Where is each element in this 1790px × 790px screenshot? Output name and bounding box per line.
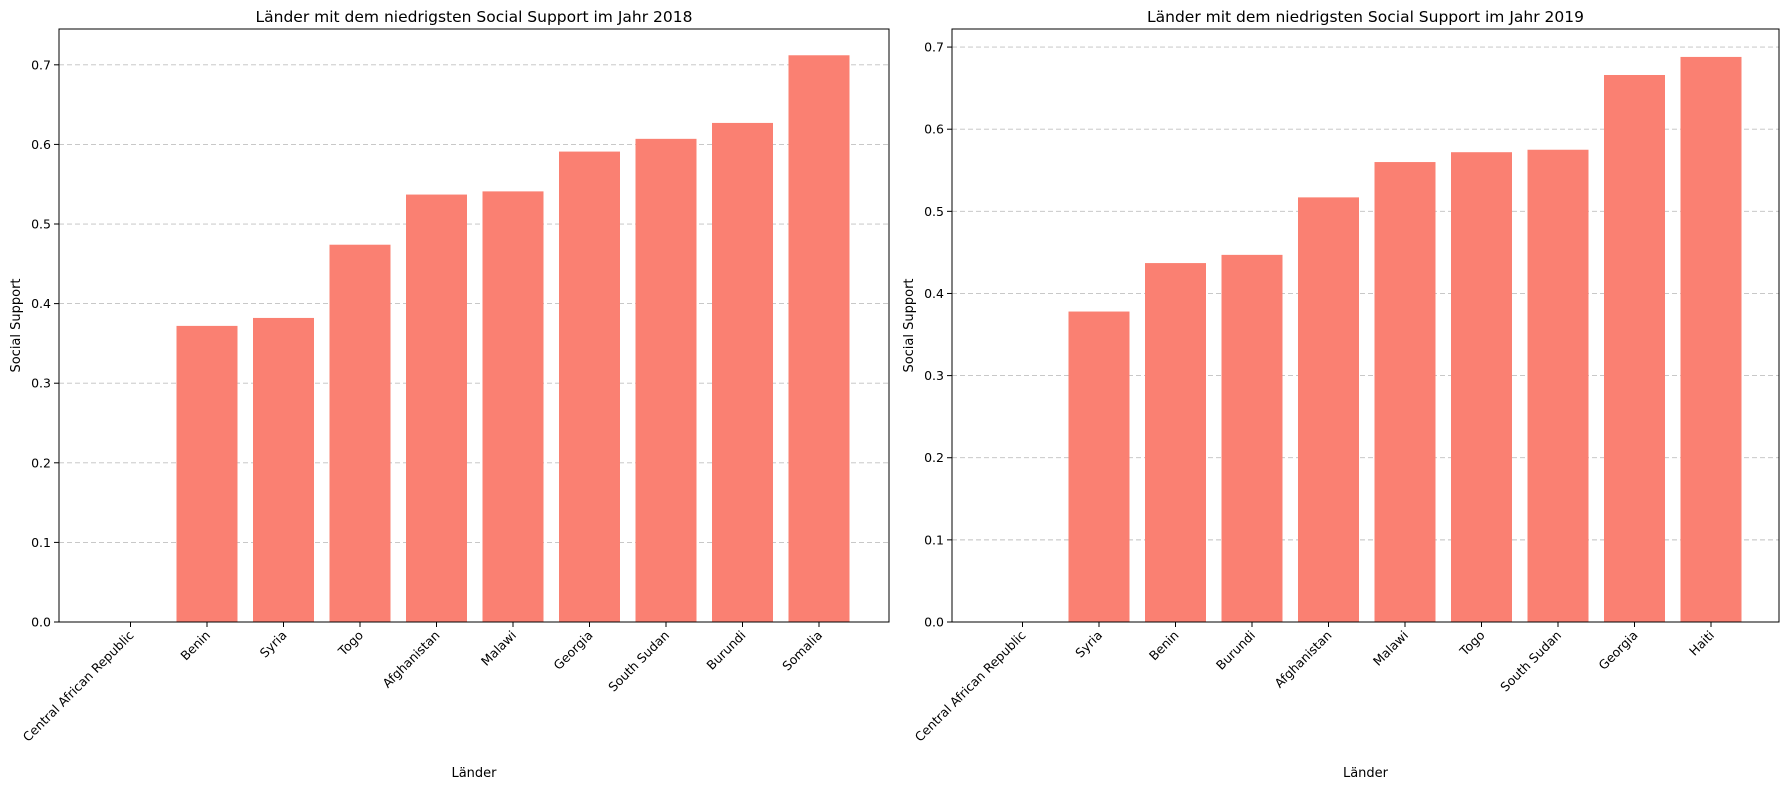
x-axis-label: Länder [451,766,497,781]
y-tick-label: 0.7 [924,40,944,55]
x-axis-label: Länder [1343,766,1389,781]
y-tick-label: 0.0 [924,615,944,630]
bar [1068,311,1130,622]
plot-frame [951,28,1780,623]
y-axis-ticks: 0.0 0.1 0.2 0.3 0.4 0.5 0.6 0.7 [31,57,59,630]
y-tick-label: 0.1 [924,532,944,547]
bar [1145,263,1206,622]
y-tick-label: 0.6 [924,122,944,137]
bars [176,55,850,623]
bar [482,191,544,622]
y-axis-label: Social Support [9,278,24,372]
y-tick-label: 0.6 [31,137,51,152]
y-tick-label: 0.5 [31,217,51,232]
y-tick-label: 0.5 [924,204,944,219]
bar [1680,56,1742,622]
bar [329,244,391,622]
y-tick-label: 0.2 [31,455,51,470]
y-axis-ticks: 0.0 0.1 0.2 0.3 0.4 0.5 0.6 0.7 [924,40,952,630]
bar [253,317,314,622]
y-tick-label: 0.2 [924,450,944,465]
y-axis-label: Social Support [902,278,917,372]
bar [559,151,620,622]
bar [1604,74,1665,623]
chart-title: Länder mit dem niedrigsten Social Suppor… [1147,8,1584,26]
y-tick-label: 0.4 [31,296,51,311]
y-tick-label: 0.3 [924,368,944,383]
y-tick-label: 0.3 [31,376,51,391]
bar [788,55,850,623]
bar [635,138,697,622]
bar [712,122,773,622]
bar [406,194,467,622]
y-tick-label: 0.0 [31,615,51,630]
bar [1451,152,1512,622]
chart-title: Länder mit dem niedrigsten Social Suppor… [256,8,693,26]
chart-2018: Länder mit dem niedrigsten Social Suppor… [9,8,890,781]
y-tick-label: 0.1 [31,535,51,550]
bars [1068,56,1742,623]
y-tick-label: 0.7 [31,57,51,72]
bar [1221,254,1283,622]
y-tick-label: 0.4 [924,286,944,301]
bar [1298,197,1359,623]
bar [1374,162,1436,622]
plot-frame [58,28,890,623]
bar [176,325,238,622]
bar [1527,149,1589,622]
